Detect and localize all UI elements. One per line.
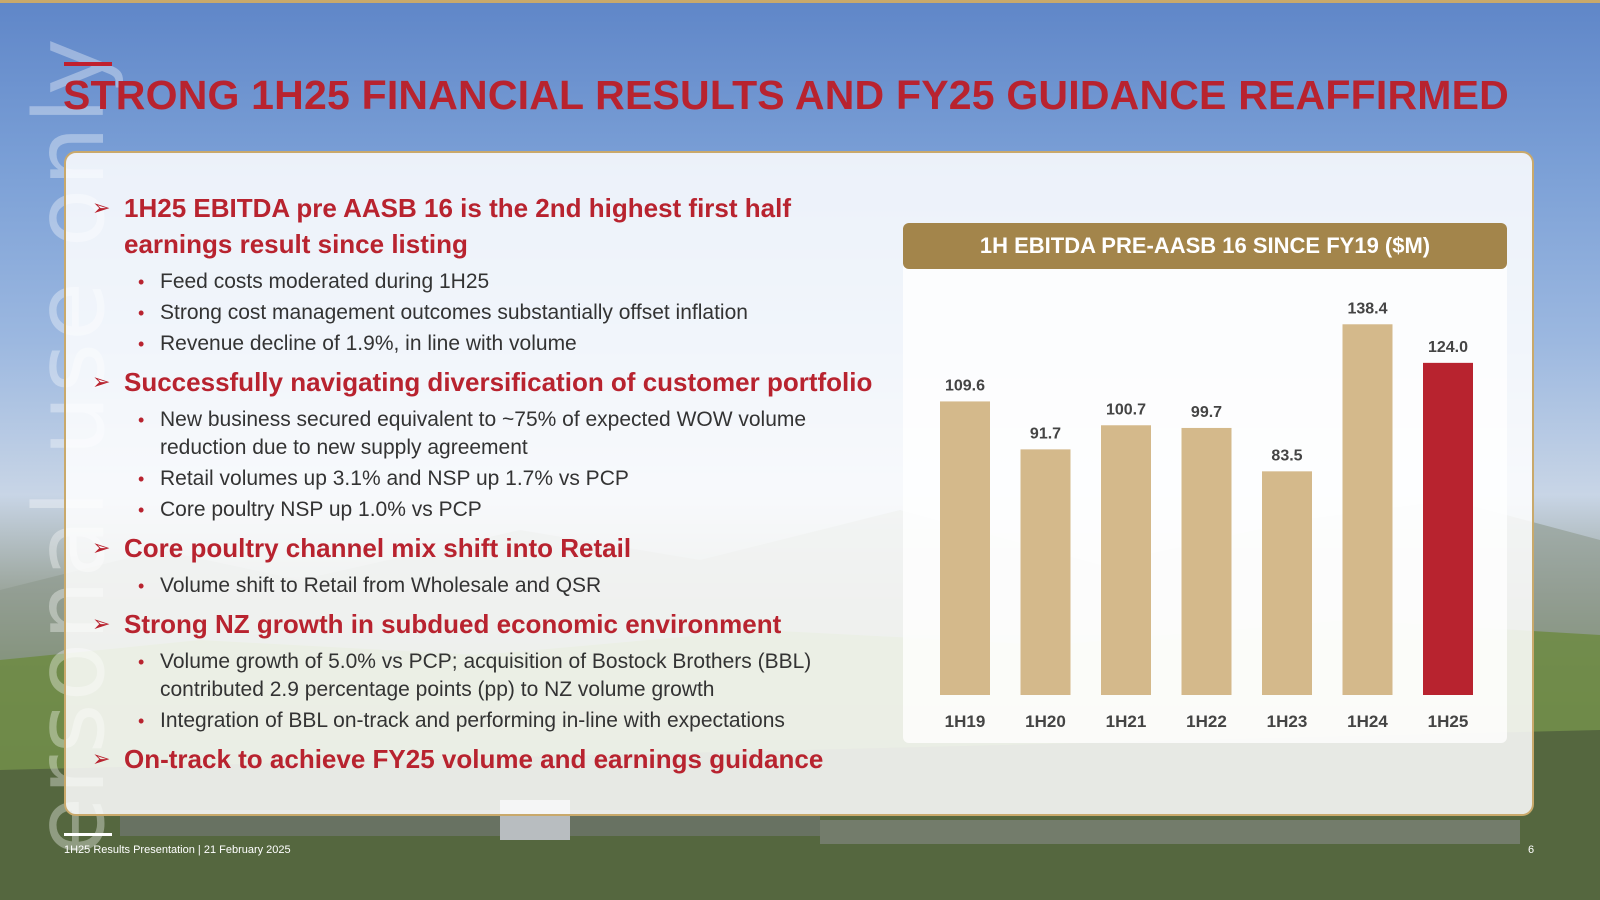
page-title: STRONG 1H25 FINANCIAL RESULTS AND FY25 G… — [63, 72, 1509, 118]
bullet-text: Feed costs moderated during 1H25 — [160, 270, 490, 293]
data-label-1H23: 83.5 — [1271, 447, 1302, 464]
bullet-dot-icon: • — [138, 652, 145, 672]
bullet-text: Strong cost management outcomes substant… — [160, 301, 748, 324]
bullet-dot-icon: • — [138, 711, 145, 731]
x-tick-label-1H19: 1H19 — [945, 712, 986, 731]
point-heading: ➢ On-track to achieve FY25 volume and ea… — [92, 741, 892, 777]
point-heading: ➢ Successfully navigating diversificatio… — [92, 364, 892, 400]
ebitda-bar-chart: 109.6 1H19 91.7 1H20 100.7 1H21 99.7 1H22 83.5 1H… — [940, 300, 1473, 731]
point-2: ➢ Successfully navigating diversificatio… — [92, 364, 892, 524]
data-label-1H19: 109.6 — [945, 377, 985, 394]
list-item: • Retail volumes up 3.1% and NSP up 1.7% … — [138, 465, 892, 493]
bullet-dot-icon: • — [138, 410, 145, 430]
list-item: • Volume shift to Retail from Wholesale a… — [138, 572, 892, 600]
bullet-list: • New business secured equivalent to ~75%… — [92, 406, 892, 524]
bullet-text: New business secured equivalent to ~75% … — [160, 408, 807, 459]
x-tick-label-1H24: 1H24 — [1347, 712, 1388, 731]
heading-text: 1H25 EBITDA pre AASB 16 is the 2nd highe… — [124, 193, 791, 259]
x-tick-label-1H25: 1H25 — [1428, 712, 1469, 731]
bullet-text: Volume growth of 5.0% vs PCP; acquisitio… — [160, 650, 812, 701]
bullet-dot-icon: • — [138, 469, 145, 489]
arrow-marker-icon: ➢ — [92, 195, 111, 220]
bar-1H19 — [940, 401, 990, 695]
key-points: ➢ 1H25 EBITDA pre AASB 16 is the 2nd hig… — [92, 190, 892, 783]
bullet-list: • Feed costs moderated during 1H25 • Stron… — [92, 268, 892, 358]
point-5: ➢ On-track to achieve FY25 volume and ea… — [92, 741, 892, 777]
bullet-text: Volume shift to Retail from Wholesale an… — [160, 574, 602, 597]
footer-text: 1H25 Results Presentation | 21 February … — [64, 844, 291, 856]
list-item: • New business secured equivalent to ~75%… — [138, 406, 892, 462]
bullet-dot-icon: • — [138, 500, 145, 520]
data-label-1H24: 138.4 — [1347, 300, 1387, 317]
bullet-dot-icon: • — [138, 576, 145, 596]
data-label-1H20: 91.7 — [1030, 425, 1061, 442]
data-label-1H25: 124.0 — [1428, 339, 1468, 356]
arrow-marker-icon: ➢ — [92, 535, 111, 560]
data-label-1H21: 100.7 — [1106, 401, 1146, 418]
arrow-marker-icon: ➢ — [92, 611, 111, 636]
page-number: 6 — [1528, 844, 1535, 856]
list-item: • Integration of BBL on-track and perform… — [138, 707, 892, 735]
bullet-text: Retail volumes up 3.1% and NSP up 1.7% v… — [160, 467, 629, 490]
bullet-text: Core poultry NSP up 1.0% vs PCP — [160, 498, 482, 521]
point-4: ➢ Strong NZ growth in subdued economic e… — [92, 606, 892, 735]
chart-title: 1H EBITDA PRE-AASB 16 SINCE FY19 ($M) — [903, 223, 1507, 269]
x-tick-label-1H22: 1H22 — [1186, 712, 1227, 731]
bar-1H23 — [1262, 471, 1312, 695]
bullet-dot-icon: • — [138, 272, 145, 292]
bullet-dot-icon: • — [138, 334, 145, 354]
bar-1H24 — [1342, 324, 1393, 695]
list-item: • Strong cost management outcomes substan… — [138, 299, 892, 327]
bullet-dot-icon: • — [138, 303, 145, 323]
arrow-marker-icon: ➢ — [92, 369, 111, 394]
list-item: • Revenue decline of 1.9%, in line with v… — [138, 330, 892, 358]
point-3: ➢ Core poultry channel mix shift into Re… — [92, 530, 892, 600]
point-heading: ➢ Core poultry channel mix shift into Re… — [92, 530, 892, 566]
bar-1H20 — [1020, 449, 1071, 695]
footer-accent-line — [64, 833, 112, 836]
heading-text: Successfully navigating diversification … — [124, 367, 873, 397]
heading-text: On-track to achieve FY25 volume and earn… — [124, 744, 824, 774]
x-tick-label-1H20: 1H20 — [1025, 712, 1066, 731]
point-1: ➢ 1H25 EBITDA pre AASB 16 is the 2nd hig… — [92, 190, 892, 358]
point-heading: ➢ Strong NZ growth in subdued economic e… — [92, 606, 892, 642]
x-tick-label-1H21: 1H21 — [1106, 712, 1147, 731]
bar-1H25 — [1423, 362, 1473, 695]
title-accent-bar — [64, 62, 112, 66]
list-item: • Core poultry NSP up 1.0% vs PCP — [138, 496, 892, 524]
arrow-marker-icon: ➢ — [92, 746, 111, 771]
bar-1H21 — [1101, 425, 1151, 695]
heading-text: Core poultry channel mix shift into Reta… — [124, 533, 632, 563]
x-tick-label-1H23: 1H23 — [1267, 712, 1308, 731]
data-label-1H22: 99.7 — [1191, 404, 1222, 421]
point-heading: ➢ 1H25 EBITDA pre AASB 16 is the 2nd hig… — [92, 190, 892, 262]
bar-1H22 — [1181, 427, 1232, 695]
bullet-list: • Volume growth of 5.0% vs PCP; acquisiti… — [92, 648, 892, 735]
top-accent-line — [0, 0, 1600, 3]
bullet-text: Integration of BBL on-track and performi… — [160, 709, 785, 732]
heading-text: Strong NZ growth in subdued economic env… — [124, 609, 782, 639]
bullet-list: • Volume shift to Retail from Wholesale a… — [92, 572, 892, 600]
bullet-text: Revenue decline of 1.9%, in line with vo… — [160, 332, 577, 355]
list-item: • Volume growth of 5.0% vs PCP; acquisiti… — [138, 648, 892, 704]
list-item: • Feed costs moderated during 1H25 — [138, 268, 892, 296]
